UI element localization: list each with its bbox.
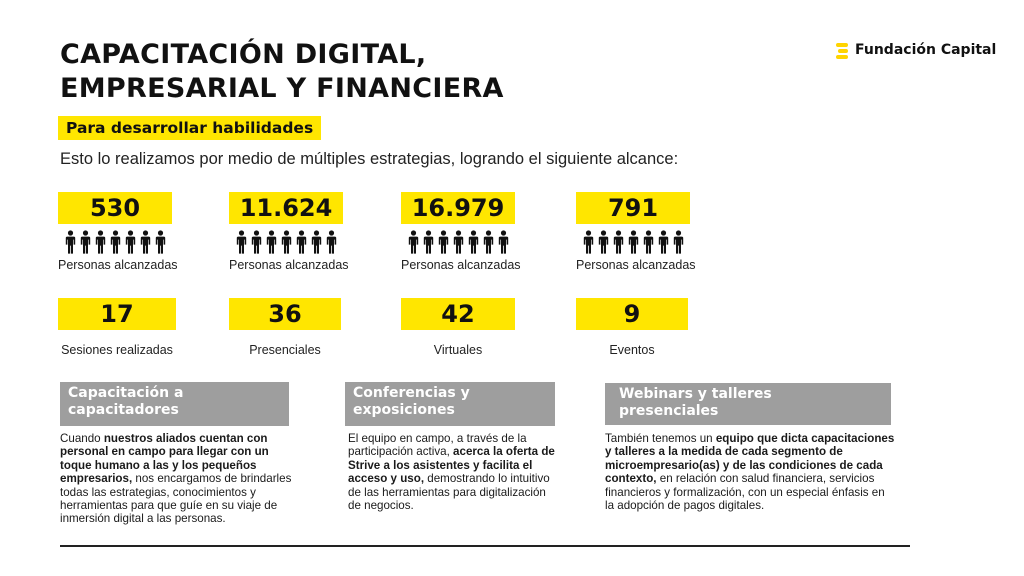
card-body-text: nos encargamos de brindarles todas las e… [60,472,292,526]
card-body-text: También tenemos un [605,432,716,445]
card-body-text: demostrando lo intuitivo de las herramie… [348,472,550,513]
person-icon [296,230,306,254]
stat-label: Personas alcanzadas [229,258,349,272]
stat-sessions-4: 9 Eventos [576,298,688,357]
stat-people-3: 16.979 Personas alcanzadas [401,192,521,272]
stat-value: 42 [401,298,515,330]
person-icon [583,230,593,254]
person-icon [643,230,653,254]
people-icon-row [401,230,515,254]
person-icon [125,230,135,254]
logo-mark-icon [836,42,848,59]
stat-value: 36 [229,298,341,330]
card-body-capacitacion: Cuando nuestros aliados cuentan con pers… [60,432,292,526]
stat-value: 11.624 [229,192,343,224]
card-heading-capacitacion: Capacitación a capacitadores [60,382,289,426]
person-icon [613,230,623,254]
card-heading-conferencias: Conferencias y exposiciones [345,382,555,426]
person-icon [498,230,508,254]
person-icon [453,230,463,254]
section-subtitle: Para desarrollar habilidades [58,116,322,140]
title-line-1: CAPACITACIÓN DIGITAL, [60,39,427,70]
stat-sessions-1: 17 Sesiones realizadas [58,298,176,357]
stat-value: 9 [576,298,688,330]
person-icon [423,230,433,254]
stat-value: 16.979 [401,192,515,224]
card-body-emphasis: nuestros aliados cuentan con personal en… [60,432,269,486]
person-icon [140,230,150,254]
person-icon [266,230,276,254]
page-title: CAPACITACIÓN DIGITAL, EMPRESARIAL Y FINA… [60,38,504,106]
stat-label: Presenciales [249,343,321,357]
person-icon [483,230,493,254]
card-body-emphasis: equipo que dicta capacitaciones y taller… [605,432,895,486]
stat-people-2: 11.624 Personas alcanzadas [229,192,349,272]
stat-label: Virtuales [433,343,483,357]
card-body-conferencias: El equipo en campo, a través de la parti… [348,432,560,512]
stat-people-1: 530 Personas alcanzadas [58,192,178,272]
person-icon [80,230,90,254]
intro-text: Esto lo realizamos por medio de múltiple… [60,150,679,168]
person-icon [326,230,336,254]
stat-label: Sesiones realizadas [61,343,173,357]
stat-label: Personas alcanzadas [58,258,178,272]
person-icon [65,230,75,254]
person-icon [95,230,105,254]
person-icon [251,230,261,254]
stat-sessions-2: 36 Presenciales [229,298,341,357]
stat-label: Personas alcanzadas [401,258,521,272]
card-body-text: en relación con salud financiera, servic… [605,472,885,513]
stat-value: 791 [576,192,690,224]
person-icon [281,230,291,254]
stat-label: Eventos [609,343,655,357]
stat-label: Personas alcanzadas [576,258,696,272]
people-icon-row [58,230,172,254]
person-icon [311,230,321,254]
person-icon [468,230,478,254]
person-icon [236,230,246,254]
card-body-text: El equipo en campo, a través de la parti… [348,432,527,459]
person-icon [408,230,418,254]
title-line-2: EMPRESARIAL Y FINANCIERA [60,73,504,104]
card-heading-webinars: Webinars y talleres presenciales [605,383,891,425]
person-icon [658,230,668,254]
stat-value: 17 [58,298,176,330]
stat-value: 530 [58,192,172,224]
people-icon-row [229,230,343,254]
brand-logo: Fundación Capital [836,40,996,60]
bottom-divider [60,545,910,547]
person-icon [628,230,638,254]
card-body-emphasis: acerca la oferta de Strive a los asisten… [348,445,555,486]
person-icon [110,230,120,254]
card-body-webinars: También tenemos un equipo que dicta capa… [605,432,895,512]
logo-text: Fundación Capital [855,42,997,58]
person-icon [155,230,165,254]
stat-people-4: 791 Personas alcanzadas [576,192,696,272]
person-icon [673,230,683,254]
stat-sessions-3: 42 Virtuales [401,298,515,357]
person-icon [438,230,448,254]
people-icon-row [576,230,690,254]
card-body-text: Cuando [60,432,104,445]
person-icon [598,230,608,254]
